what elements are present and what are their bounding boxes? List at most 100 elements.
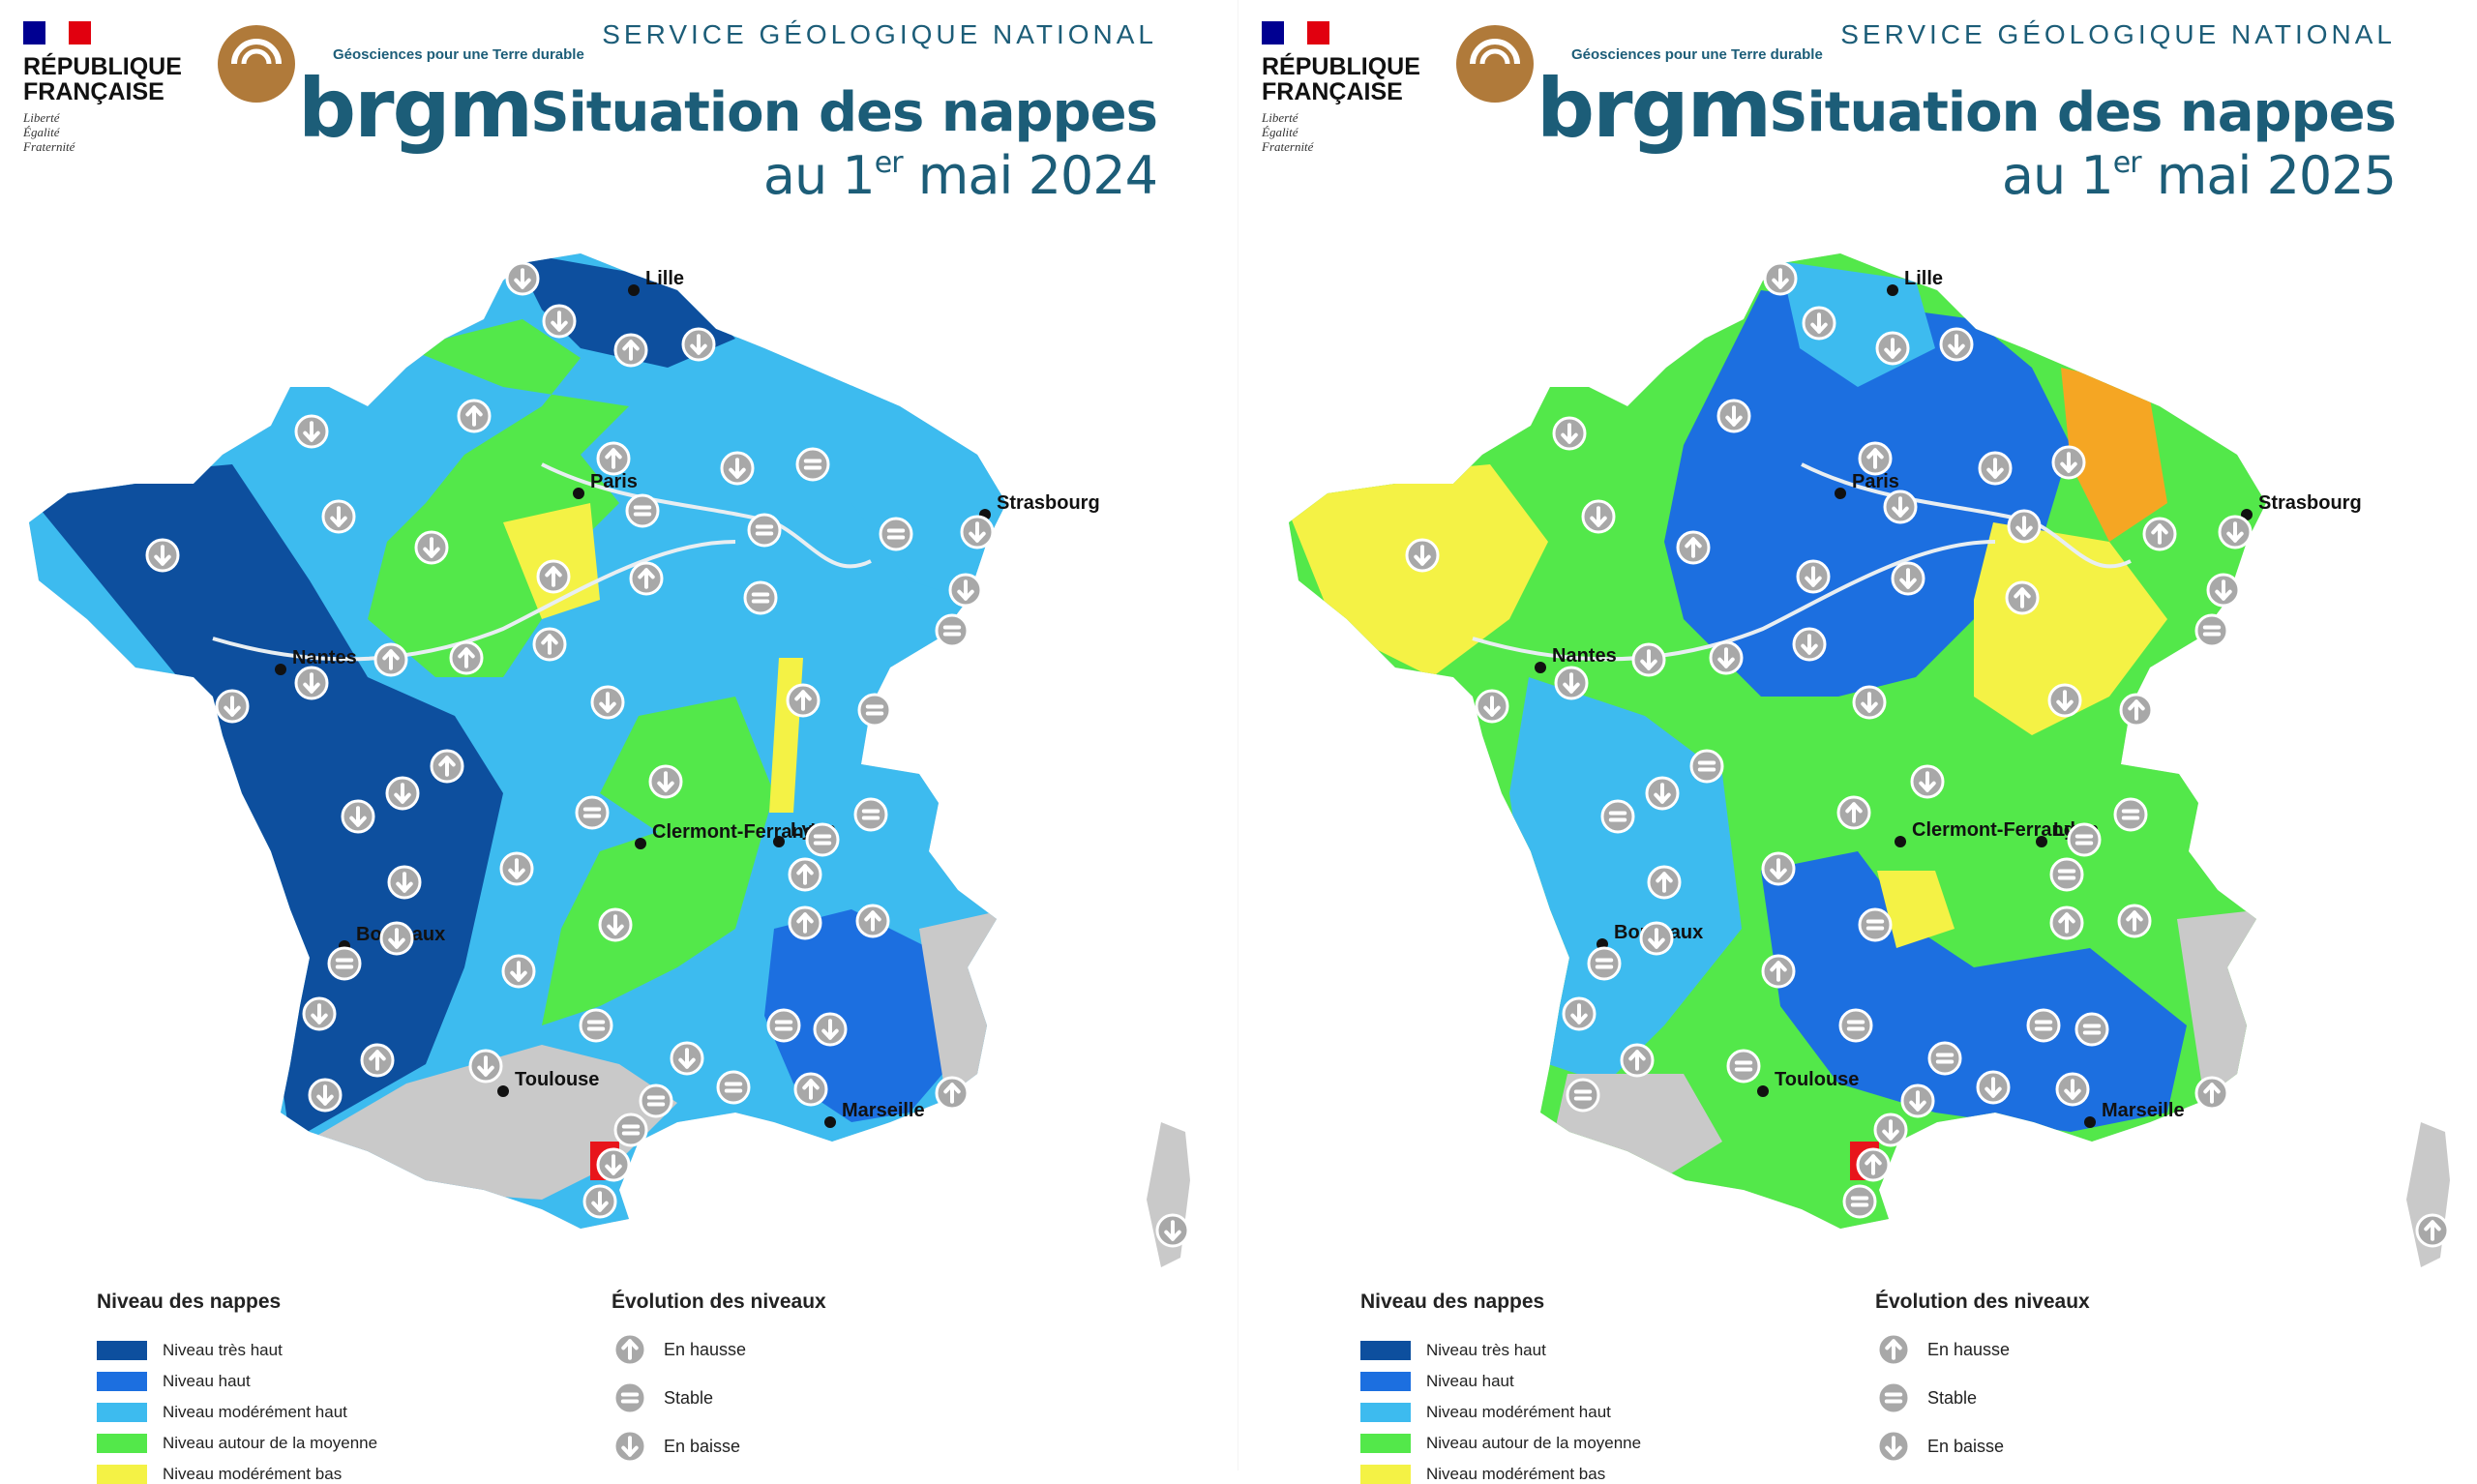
legend-swatch	[97, 1465, 147, 1484]
down-arrow-icon	[321, 499, 356, 534]
down-arrow-icon	[1792, 627, 1827, 662]
date-sup: er	[874, 146, 904, 180]
up-arrow-icon	[786, 683, 821, 718]
date-suffix: mai 2024	[902, 145, 1158, 206]
region-high-paris	[1664, 290, 2071, 697]
legend-label: Niveau haut	[163, 1372, 251, 1390]
map-panel-2024: RÉPUBLIQUE FRANÇAISE Liberté Égalité Fra…	[0, 0, 1238, 1484]
down-arrow-icon	[1883, 490, 1918, 524]
date-sup: er	[2112, 146, 2142, 180]
legend-item: Niveau haut	[97, 1372, 251, 1391]
down-arrow-icon	[1562, 996, 1597, 1031]
down-arrow-icon	[1873, 1113, 1908, 1147]
republique-label: RÉPUBLIQUE FRANÇAISE	[1262, 53, 1420, 105]
equals-icon	[2026, 1008, 2061, 1043]
motto-liberte: Liberté	[1262, 110, 1298, 125]
down-arrow-icon	[1639, 921, 1674, 956]
down-arrow-icon	[468, 1049, 503, 1083]
map-title: Situation des nappes	[1769, 81, 2397, 144]
french-flag-icon	[23, 21, 91, 45]
down-arrow-icon	[294, 666, 329, 700]
equals-icon	[1566, 1078, 1600, 1113]
map-panel-2025: RÉPUBLIQUE FRANÇAISE Liberté Égalité Fra…	[1238, 0, 2477, 1484]
up-arrow-icon	[2117, 904, 2152, 938]
down-arrow-icon	[145, 538, 180, 573]
france-map-2024: LilleParisStrasbourgNantesLyonClermont-F…	[29, 253, 1190, 1267]
down-arrow-icon	[385, 776, 420, 811]
region-mod-high-west	[1509, 677, 1742, 1083]
equals-icon	[1600, 799, 1635, 834]
legend-label: Niveau modérément haut	[1426, 1403, 1611, 1421]
down-arrow-icon	[681, 327, 716, 362]
evolution-item: En hausse	[1875, 1331, 2010, 1368]
down-arrow-icon	[648, 764, 683, 799]
down-arrow-icon	[1761, 851, 1796, 886]
date-prefix: au 1	[2001, 145, 2114, 206]
down-arrow-icon	[414, 530, 449, 565]
legend-swatch	[97, 1434, 147, 1453]
legend-swatch	[1360, 1465, 1411, 1484]
down-arrow-icon	[670, 1041, 704, 1076]
motto-fraternite: Fraternité	[23, 139, 75, 154]
date-prefix: au 1	[762, 145, 876, 206]
down-arrow-icon	[948, 573, 983, 608]
down-arrow-icon	[302, 996, 337, 1031]
evolution-item: En baisse	[612, 1428, 740, 1465]
date-suffix: mai 2025	[2140, 145, 2397, 206]
legend-label: Niveau autour de la moyenne	[163, 1434, 378, 1452]
equals-icon	[2113, 797, 2148, 832]
down-arrow-icon	[1155, 1213, 1190, 1248]
republique-francaise-logo: RÉPUBLIQUE FRANÇAISE Liberté Égalité Fra…	[23, 21, 182, 154]
legend-item: Niveau autour de la moyenne	[1360, 1434, 1641, 1453]
region-mod-low-burgundy	[1974, 522, 2167, 735]
up-arrow-icon	[457, 399, 492, 433]
down-arrow-icon	[1475, 689, 1509, 724]
city-label: Paris	[590, 471, 638, 492]
motto-egalite: Égalité	[23, 125, 60, 139]
equals-icon	[579, 1008, 613, 1043]
up-arrow-icon	[612, 1332, 647, 1367]
down-arrow-icon	[813, 1012, 848, 1047]
equals-icon	[2067, 822, 2102, 857]
equals-icon	[612, 1380, 647, 1415]
up-arrow-icon	[788, 905, 822, 940]
legend-title: Niveau des nappes	[97, 1291, 282, 1313]
down-arrow-icon	[501, 954, 536, 989]
up-arrow-icon	[2142, 517, 2177, 551]
down-arrow-icon	[499, 851, 534, 886]
city-markers: LilleParisStrasbourgNantesLyonClermont-F…	[1535, 268, 2362, 1128]
city-marseille: Marseille	[824, 1100, 925, 1128]
equals-icon	[935, 613, 970, 648]
equals-icon	[1726, 1049, 1761, 1083]
down-arrow-icon	[1802, 306, 1836, 341]
equals-icon	[2074, 1012, 2109, 1047]
down-arrow-icon	[582, 1184, 617, 1219]
legend-label: Niveau très haut	[1426, 1341, 1546, 1359]
city-label: Strasbourg	[997, 492, 1100, 514]
city-label: Strasbourg	[2258, 492, 2362, 514]
region-average-centre	[542, 697, 774, 1025]
region-high-east	[764, 909, 968, 1122]
down-arrow-icon	[1876, 1429, 1911, 1464]
city-label: Toulouse	[515, 1069, 599, 1090]
down-arrow-icon	[379, 921, 414, 956]
down-arrow-icon	[1709, 640, 1744, 675]
equals-icon	[805, 822, 840, 857]
down-arrow-icon	[1891, 561, 1925, 596]
down-arrow-icon	[387, 865, 422, 900]
up-arrow-icon	[2005, 580, 2040, 615]
down-arrow-icon	[2055, 1072, 2090, 1107]
motto: Liberté Égalité Fraternité	[1262, 110, 1417, 154]
city-toulouse: Toulouse	[1757, 1069, 1859, 1097]
up-arrow-icon	[1647, 865, 1682, 900]
loire-river	[1472, 540, 1996, 662]
region-mod-low-auvergne	[1877, 871, 1955, 948]
legend-swatch	[1360, 1434, 1411, 1453]
legend-label: Niveau autour de la moyenne	[1426, 1434, 1642, 1452]
equals-icon	[795, 447, 830, 482]
city-paris: Paris	[573, 471, 638, 499]
legend-item: Niveau haut	[1360, 1372, 1514, 1391]
evolution-label: Stable	[1927, 1387, 1978, 1408]
up-arrow-icon	[1876, 1332, 1911, 1367]
legend-swatch	[97, 1372, 147, 1391]
